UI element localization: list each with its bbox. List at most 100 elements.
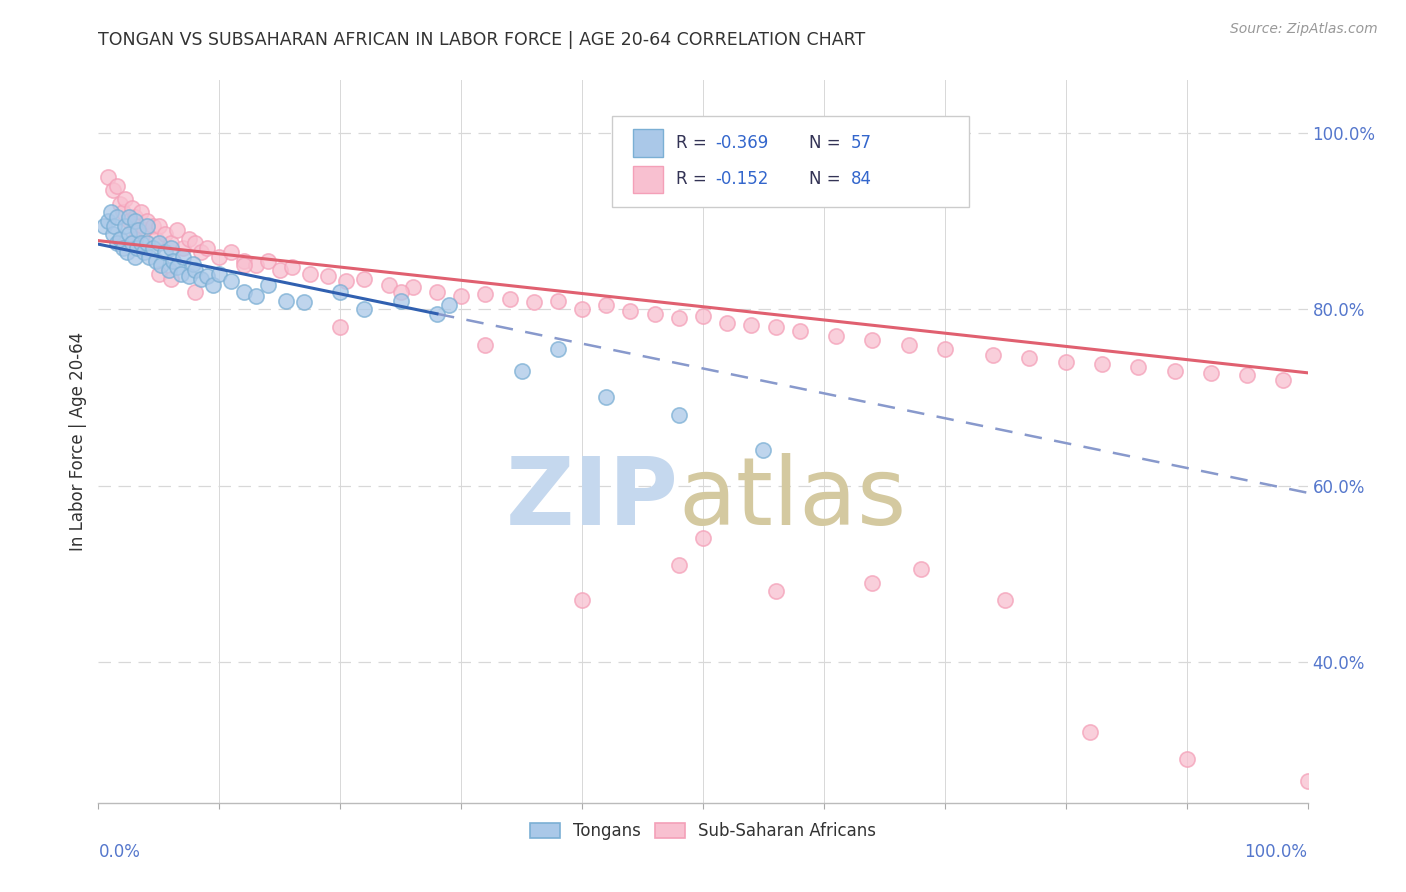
- Point: [184, 236, 207, 251]
- Point: [256, 253, 278, 268]
- Point: [1054, 355, 1077, 369]
- Text: 100.0%: 100.0%: [1244, 843, 1308, 861]
- Point: [105, 236, 128, 251]
- Point: [134, 223, 156, 237]
- Point: [162, 253, 184, 268]
- Text: Source: ZipAtlas.com: Source: ZipAtlas.com: [1230, 22, 1378, 37]
- Point: [179, 268, 201, 283]
- Point: [166, 260, 188, 274]
- Text: 57: 57: [851, 134, 872, 153]
- Point: [179, 232, 201, 246]
- Point: [668, 558, 690, 572]
- Point: [299, 267, 322, 281]
- Text: N =: N =: [810, 170, 846, 188]
- Point: [668, 408, 690, 422]
- Point: [108, 232, 131, 246]
- Y-axis label: In Labor Force | Age 20-64: In Labor Force | Age 20-64: [69, 332, 87, 551]
- Point: [166, 223, 188, 237]
- Point: [789, 325, 811, 339]
- Point: [1175, 752, 1198, 766]
- Point: [335, 274, 357, 288]
- Point: [547, 293, 569, 308]
- Point: [571, 302, 593, 317]
- Point: [190, 245, 212, 260]
- Point: [114, 219, 136, 233]
- Point: [389, 285, 412, 299]
- Point: [765, 320, 787, 334]
- Point: [498, 292, 520, 306]
- Point: [644, 307, 666, 321]
- Point: [111, 205, 134, 219]
- Text: ZIP: ZIP: [506, 453, 679, 545]
- Point: [129, 236, 152, 251]
- Point: [668, 311, 690, 326]
- Point: [145, 253, 167, 268]
- Point: [135, 236, 157, 251]
- Point: [474, 286, 496, 301]
- Point: [195, 241, 218, 255]
- Point: [124, 232, 146, 246]
- Point: [474, 337, 496, 351]
- Point: [450, 289, 472, 303]
- Point: [1272, 373, 1295, 387]
- Point: [127, 241, 149, 255]
- Point: [184, 285, 207, 299]
- Point: [160, 241, 183, 255]
- Point: [1163, 364, 1185, 378]
- Point: [157, 262, 180, 277]
- Point: [1078, 725, 1101, 739]
- Point: [202, 277, 225, 292]
- Point: [353, 302, 375, 317]
- Text: 84: 84: [851, 170, 872, 188]
- Point: [105, 179, 128, 194]
- Point: [245, 258, 267, 272]
- Point: [256, 277, 278, 292]
- Point: [190, 271, 212, 285]
- Point: [118, 227, 141, 242]
- Point: [765, 584, 787, 599]
- Point: [547, 342, 569, 356]
- Point: [135, 219, 157, 233]
- Point: [124, 250, 146, 264]
- Point: [281, 260, 304, 274]
- Text: R =: R =: [676, 170, 713, 188]
- Point: [101, 227, 124, 242]
- Point: [274, 293, 297, 308]
- Point: [105, 210, 128, 224]
- Point: [124, 214, 146, 228]
- Point: [103, 219, 125, 233]
- Point: [981, 348, 1004, 362]
- Point: [111, 241, 134, 255]
- Point: [232, 285, 254, 299]
- Point: [1128, 359, 1150, 374]
- Point: [181, 256, 204, 270]
- Point: [692, 310, 714, 324]
- Point: [121, 236, 143, 251]
- Point: [716, 316, 738, 330]
- Point: [153, 227, 176, 242]
- Text: N =: N =: [810, 134, 846, 153]
- Point: [108, 196, 131, 211]
- Point: [437, 298, 460, 312]
- Point: [124, 210, 146, 224]
- Text: atlas: atlas: [679, 453, 907, 545]
- Point: [153, 245, 176, 260]
- Point: [1018, 351, 1040, 365]
- Text: TONGAN VS SUBSAHARAN AFRICAN IN LABOR FORCE | AGE 20-64 CORRELATION CHART: TONGAN VS SUBSAHARAN AFRICAN IN LABOR FO…: [98, 31, 866, 49]
- Point: [114, 192, 136, 206]
- Point: [292, 295, 315, 310]
- Point: [148, 267, 170, 281]
- Point: [100, 205, 122, 219]
- Point: [1199, 366, 1222, 380]
- Point: [134, 245, 156, 260]
- Point: [97, 214, 120, 228]
- Point: [208, 250, 231, 264]
- Point: [117, 245, 139, 260]
- Point: [1296, 773, 1319, 788]
- Point: [523, 295, 546, 310]
- Point: [142, 241, 165, 255]
- Point: [138, 250, 160, 264]
- Point: [426, 307, 449, 321]
- Point: [172, 241, 194, 255]
- Point: [121, 201, 143, 215]
